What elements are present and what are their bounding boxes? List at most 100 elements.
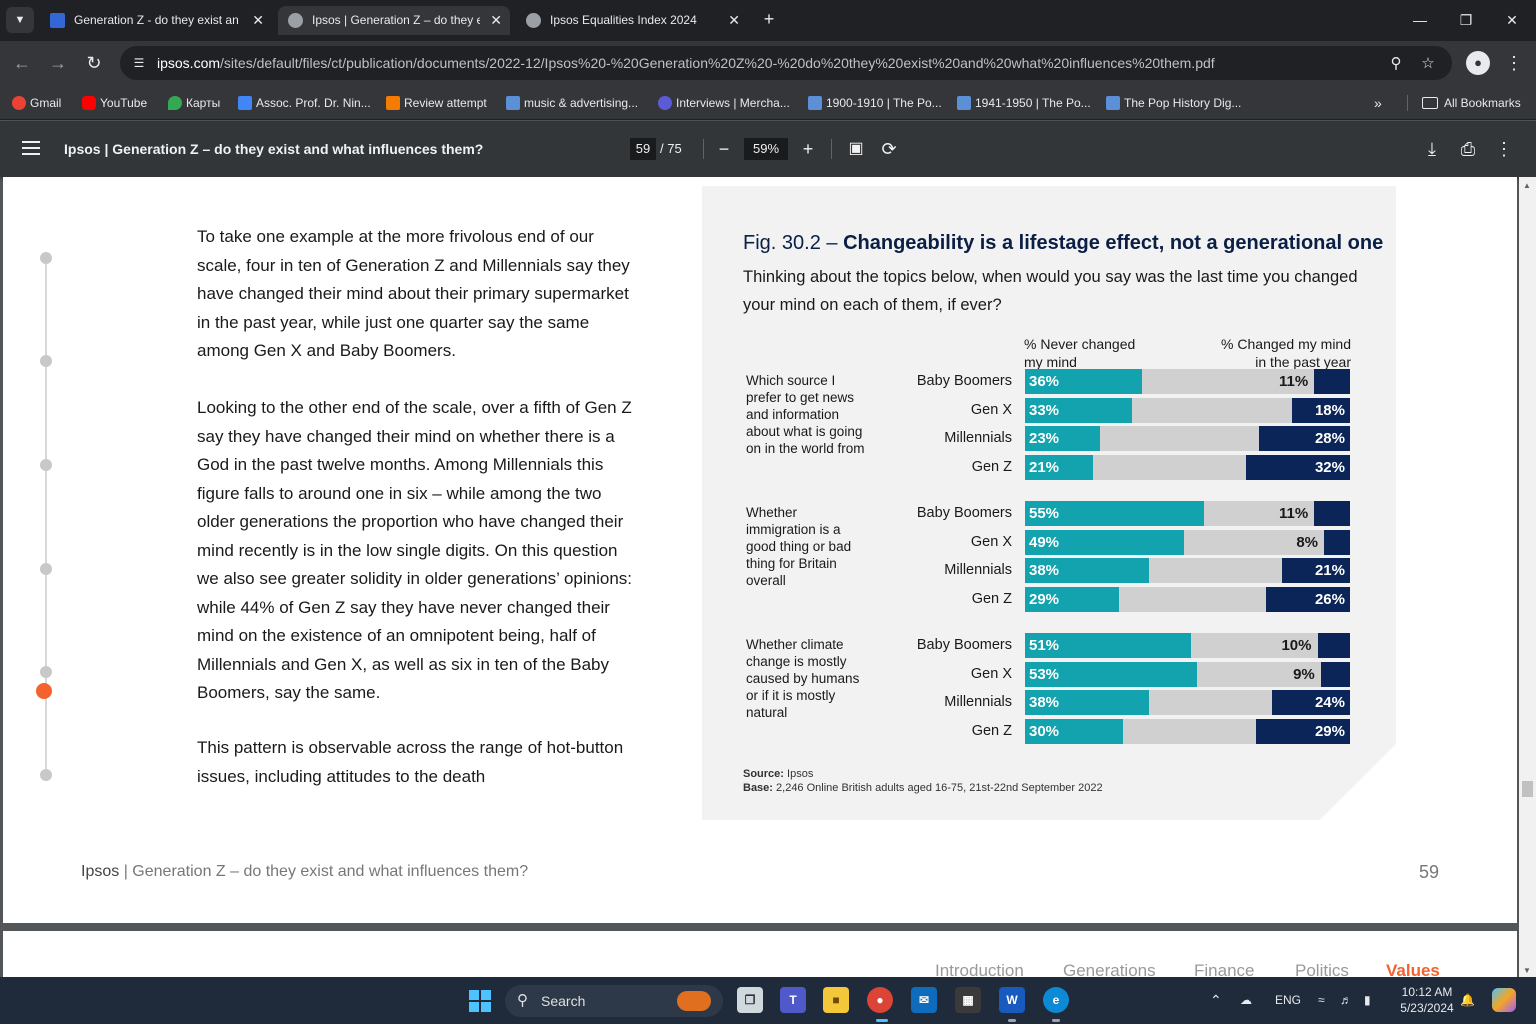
chart-bar-row: 36% 11% bbox=[1025, 369, 1350, 394]
data-label-changed-mind: 9% bbox=[1293, 665, 1315, 683]
task-view-icon[interactable]: ❐ bbox=[737, 987, 763, 1013]
tab-title: Generation Z - do they exist an bbox=[74, 13, 239, 27]
search-highlight-icon bbox=[677, 991, 711, 1011]
all-bookmarks-label: All Bookmarks bbox=[1444, 96, 1521, 110]
moodle-icon bbox=[386, 96, 400, 110]
profile-avatar[interactable]: ● bbox=[1466, 51, 1490, 75]
timeline-dot bbox=[40, 355, 52, 367]
windows-start-icon[interactable] bbox=[469, 990, 491, 1012]
pdf-scrollbar[interactable]: ▲ ▼ bbox=[1519, 177, 1536, 977]
forward-button[interactable]: → bbox=[49, 53, 67, 73]
data-label-never-changed: 38% bbox=[1029, 562, 1060, 580]
data-label-changed-mind: 26% bbox=[1314, 591, 1345, 609]
chrome-icon[interactable]: ● bbox=[867, 987, 893, 1013]
body-paragraph: This pattern is observable across the ra… bbox=[197, 738, 624, 786]
mail-icon[interactable]: ✉ bbox=[911, 987, 937, 1013]
site-info-icon[interactable]: ☰ bbox=[133, 56, 145, 70]
page-nav-introduction: Introduction bbox=[935, 961, 1024, 977]
address-bar[interactable]: ☰ ipsos.com/sites/default/files/ct/publi… bbox=[120, 46, 1452, 80]
back-button[interactable]: ← bbox=[13, 53, 31, 73]
minimize-button[interactable]: — bbox=[1413, 12, 1427, 28]
timeline-dot bbox=[40, 769, 52, 781]
system-clock[interactable]: 10:12 AM 5/23/2024 bbox=[1392, 984, 1462, 1016]
sidebar-menu-icon[interactable] bbox=[22, 141, 40, 155]
bookmarks-overflow-icon[interactable]: » bbox=[1374, 95, 1382, 111]
fit-page-icon[interactable]: ▣ bbox=[848, 140, 864, 157]
store-icon[interactable]: ▦ bbox=[955, 987, 981, 1013]
bookmark-youtube[interactable]: YouTube bbox=[82, 93, 147, 113]
scrollbar-thumb[interactable] bbox=[1522, 781, 1533, 797]
pop-history-icon bbox=[506, 96, 520, 110]
tab-ipsos-generation-z[interactable]: Ipsos | Generation Z – do they e ✕ bbox=[278, 6, 510, 35]
rotate-icon[interactable]: ⟳ bbox=[881, 139, 897, 159]
bookmark-interviews[interactable]: Interviews | Mercha... bbox=[658, 93, 790, 113]
bookmark-1900-1910[interactable]: 1900-1910 | The Po... bbox=[808, 93, 942, 113]
cloud-icon[interactable]: ☁ bbox=[1240, 993, 1252, 1007]
more-actions-icon[interactable]: ⋮ bbox=[1495, 139, 1513, 159]
file-explorer-icon[interactable]: ■ bbox=[823, 987, 849, 1013]
bookmark-label: Gmail bbox=[30, 96, 62, 110]
print-icon[interactable]: ⎙ bbox=[1460, 139, 1476, 159]
bookmark-1941-1950[interactable]: 1941-1950 | The Po... bbox=[957, 93, 1091, 113]
battery-icon[interactable]: ▮ bbox=[1364, 993, 1371, 1007]
data-label-changed-mind: 32% bbox=[1314, 459, 1345, 477]
timeline-dot-active bbox=[36, 683, 52, 699]
pop-history-icon bbox=[957, 96, 971, 110]
edge-icon[interactable]: e bbox=[1043, 987, 1069, 1013]
reload-button[interactable]: ↻ bbox=[86, 53, 102, 73]
close-icon[interactable]: ✕ bbox=[728, 12, 740, 28]
new-tab-button[interactable]: + bbox=[763, 9, 775, 29]
zoom-out-button[interactable]: − bbox=[718, 139, 730, 159]
running-app-indicator bbox=[1008, 1019, 1016, 1022]
close-icon[interactable]: ✕ bbox=[490, 12, 502, 28]
taskbar-search[interactable]: ⚲ Search bbox=[505, 985, 723, 1017]
teams-icon[interactable]: T bbox=[780, 987, 806, 1013]
tab-search-button[interactable]: ▼ bbox=[6, 7, 34, 33]
page-icon bbox=[238, 96, 252, 110]
tab-equalities-index[interactable]: Ipsos Equalities Index 2024 ✕ bbox=[516, 6, 748, 35]
chart-generation-label: Baby Boomers bbox=[916, 637, 1012, 653]
chart-base: Base: 2,246 Online British adults aged 1… bbox=[743, 782, 1103, 794]
globe-icon bbox=[526, 13, 541, 28]
language-indicator[interactable]: ENG bbox=[1275, 993, 1302, 1007]
browser-menu-icon[interactable]: ⋮ bbox=[1505, 53, 1523, 73]
download-icon[interactable]: ⤓ bbox=[1428, 139, 1436, 159]
tab-generation-z[interactable]: Generation Z - do they exist an ✕ bbox=[40, 6, 272, 35]
bar-never-changed bbox=[1025, 529, 1185, 555]
bookmark-gmail[interactable]: Gmail bbox=[12, 93, 61, 113]
scroll-down-icon[interactable]: ▼ bbox=[1523, 966, 1531, 975]
bookmark-review-attempt[interactable]: Review attempt bbox=[386, 93, 487, 113]
close-window-button[interactable]: ✕ bbox=[1506, 12, 1518, 28]
footer-page-number: 59 bbox=[1419, 862, 1440, 882]
notification-bell-icon[interactable]: 🔔 bbox=[1460, 993, 1475, 1007]
clock-time: 10:12 AM bbox=[1401, 985, 1453, 999]
word-icon[interactable]: W bbox=[999, 987, 1025, 1013]
zoom-in-button[interactable]: + bbox=[802, 139, 814, 159]
close-icon[interactable]: ✕ bbox=[252, 12, 264, 28]
bar-changed-mind bbox=[1314, 501, 1350, 526]
bookmark-assoc-prof[interactable]: Assoc. Prof. Dr. Nin... bbox=[238, 93, 371, 113]
bookmark-pop-history-dig[interactable]: The Pop History Dig... bbox=[1106, 93, 1241, 113]
zoom-icon[interactable]: ⚲ bbox=[1390, 55, 1402, 72]
tab-strip: ▼ Generation Z - do they exist an ✕ Ipso… bbox=[0, 0, 1536, 41]
bookmarks-separator bbox=[1407, 95, 1408, 111]
bookmark-maps[interactable]: Карты bbox=[168, 93, 220, 113]
copilot-icon[interactable] bbox=[1492, 988, 1516, 1012]
zoom-input[interactable]: 59% bbox=[744, 138, 788, 160]
data-label-never-changed: 29% bbox=[1029, 591, 1060, 609]
bookmark-star-icon[interactable]: ☆ bbox=[1421, 55, 1435, 72]
tray-overflow-icon[interactable]: ⌃ bbox=[1210, 992, 1222, 1008]
chart-bar-row: 55% 11% bbox=[1025, 501, 1350, 526]
restore-button[interactable]: ❐ bbox=[1459, 12, 1473, 28]
figure-title: Fig. 30.2 – Changeability is a lifestage… bbox=[743, 232, 1383, 255]
source-text: Ipsos bbox=[783, 768, 814, 780]
chart-generation-label: Baby Boomers bbox=[916, 505, 1012, 521]
all-bookmarks-button[interactable]: All Bookmarks bbox=[1422, 93, 1521, 113]
pdf-toolbar: Ipsos | Generation Z – do they exist and… bbox=[0, 121, 1536, 177]
bookmark-music-advertising[interactable]: music & advertising... bbox=[506, 93, 638, 113]
page-number-input[interactable]: 59 bbox=[630, 138, 656, 160]
bar-changed-mind bbox=[1255, 719, 1350, 745]
volume-icon[interactable]: ♬ bbox=[1340, 993, 1352, 1007]
wifi-icon[interactable]: ≈ bbox=[1318, 993, 1325, 1007]
scroll-up-icon[interactable]: ▲ bbox=[1523, 181, 1531, 190]
